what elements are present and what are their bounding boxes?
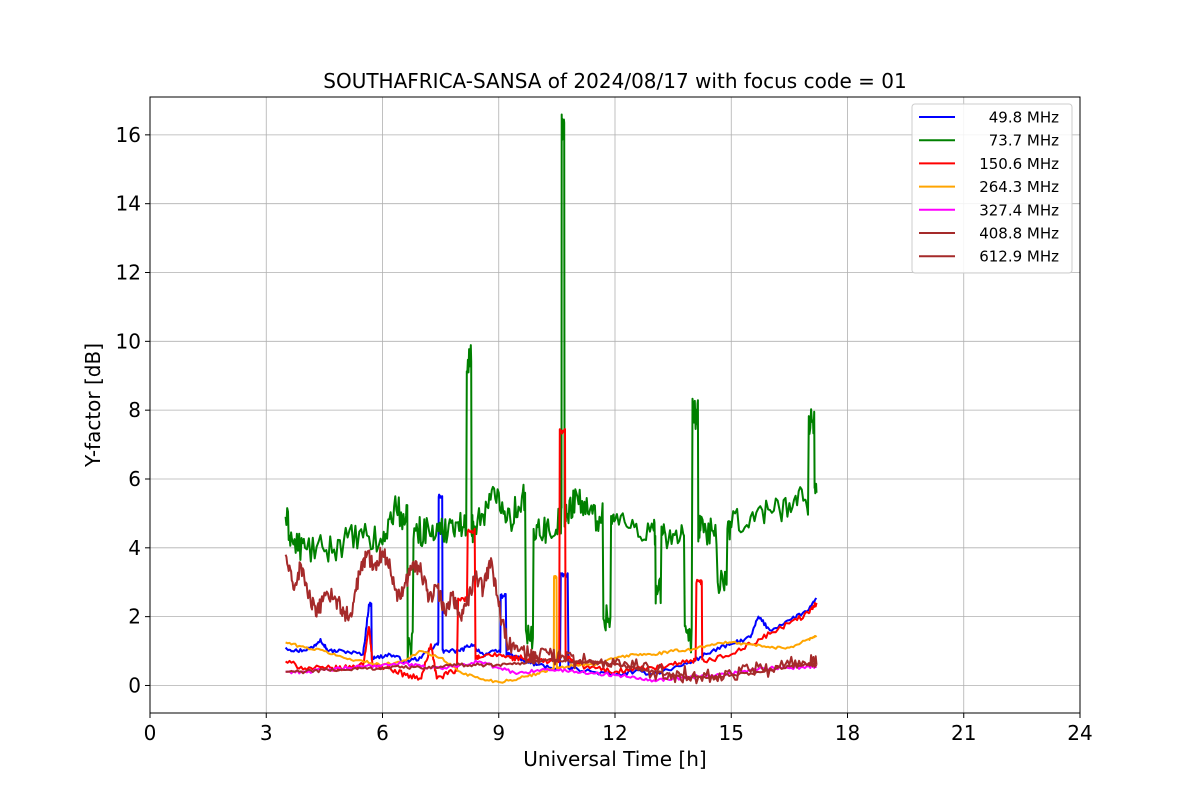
y-tick-label: 16 — [116, 123, 141, 147]
chart-title: SOUTHAFRICA-SANSA of 2024/08/17 with foc… — [323, 69, 907, 93]
y-tick-label: 2 — [128, 605, 141, 629]
y-tick-label: 6 — [128, 467, 141, 491]
x-tick-label: 12 — [602, 721, 627, 745]
legend: 49.8 MHz 73.7 MHz 150.6 MHz 264.3 MHz 327.4 … — [911, 103, 1073, 274]
legend-label: 264.3 MHz — [979, 178, 1059, 196]
legend-label: 408.8 MHz — [979, 225, 1059, 243]
legend-label: 327.4 MHz — [979, 201, 1059, 219]
series-line-1 — [284, 113, 818, 660]
y-axis-title: Y-factor [dB] — [81, 343, 105, 468]
x-tick-label: 24 — [1067, 721, 1092, 745]
x-tick-label: 0 — [144, 721, 157, 745]
y-tick-label: 4 — [128, 536, 141, 560]
x-tick-label: 9 — [492, 721, 505, 745]
x-tick-label: 15 — [719, 721, 744, 745]
x-tick-label: 18 — [835, 721, 860, 745]
series-line-6 — [284, 546, 818, 685]
y-tick-label: 8 — [128, 398, 141, 422]
legend-box — [911, 103, 1073, 274]
y-tick-label: 0 — [128, 673, 141, 697]
x-tick-label: 3 — [260, 721, 273, 745]
legend-label: 49.8 MHz — [989, 109, 1059, 127]
legend-label: 150.6 MHz — [979, 155, 1059, 173]
x-axis-title: Universal Time [h] — [523, 747, 706, 771]
x-tick-label: 21 — [951, 721, 976, 745]
y-tick-label: 12 — [116, 261, 141, 285]
x-tick-label: 6 — [376, 721, 389, 745]
legend-label: 73.7 MHz — [989, 132, 1059, 150]
legend-label: 612.9 MHz — [979, 248, 1059, 266]
series-lines — [284, 113, 818, 685]
y-tick-label: 10 — [116, 329, 141, 353]
y-tick-label: 14 — [116, 192, 141, 216]
